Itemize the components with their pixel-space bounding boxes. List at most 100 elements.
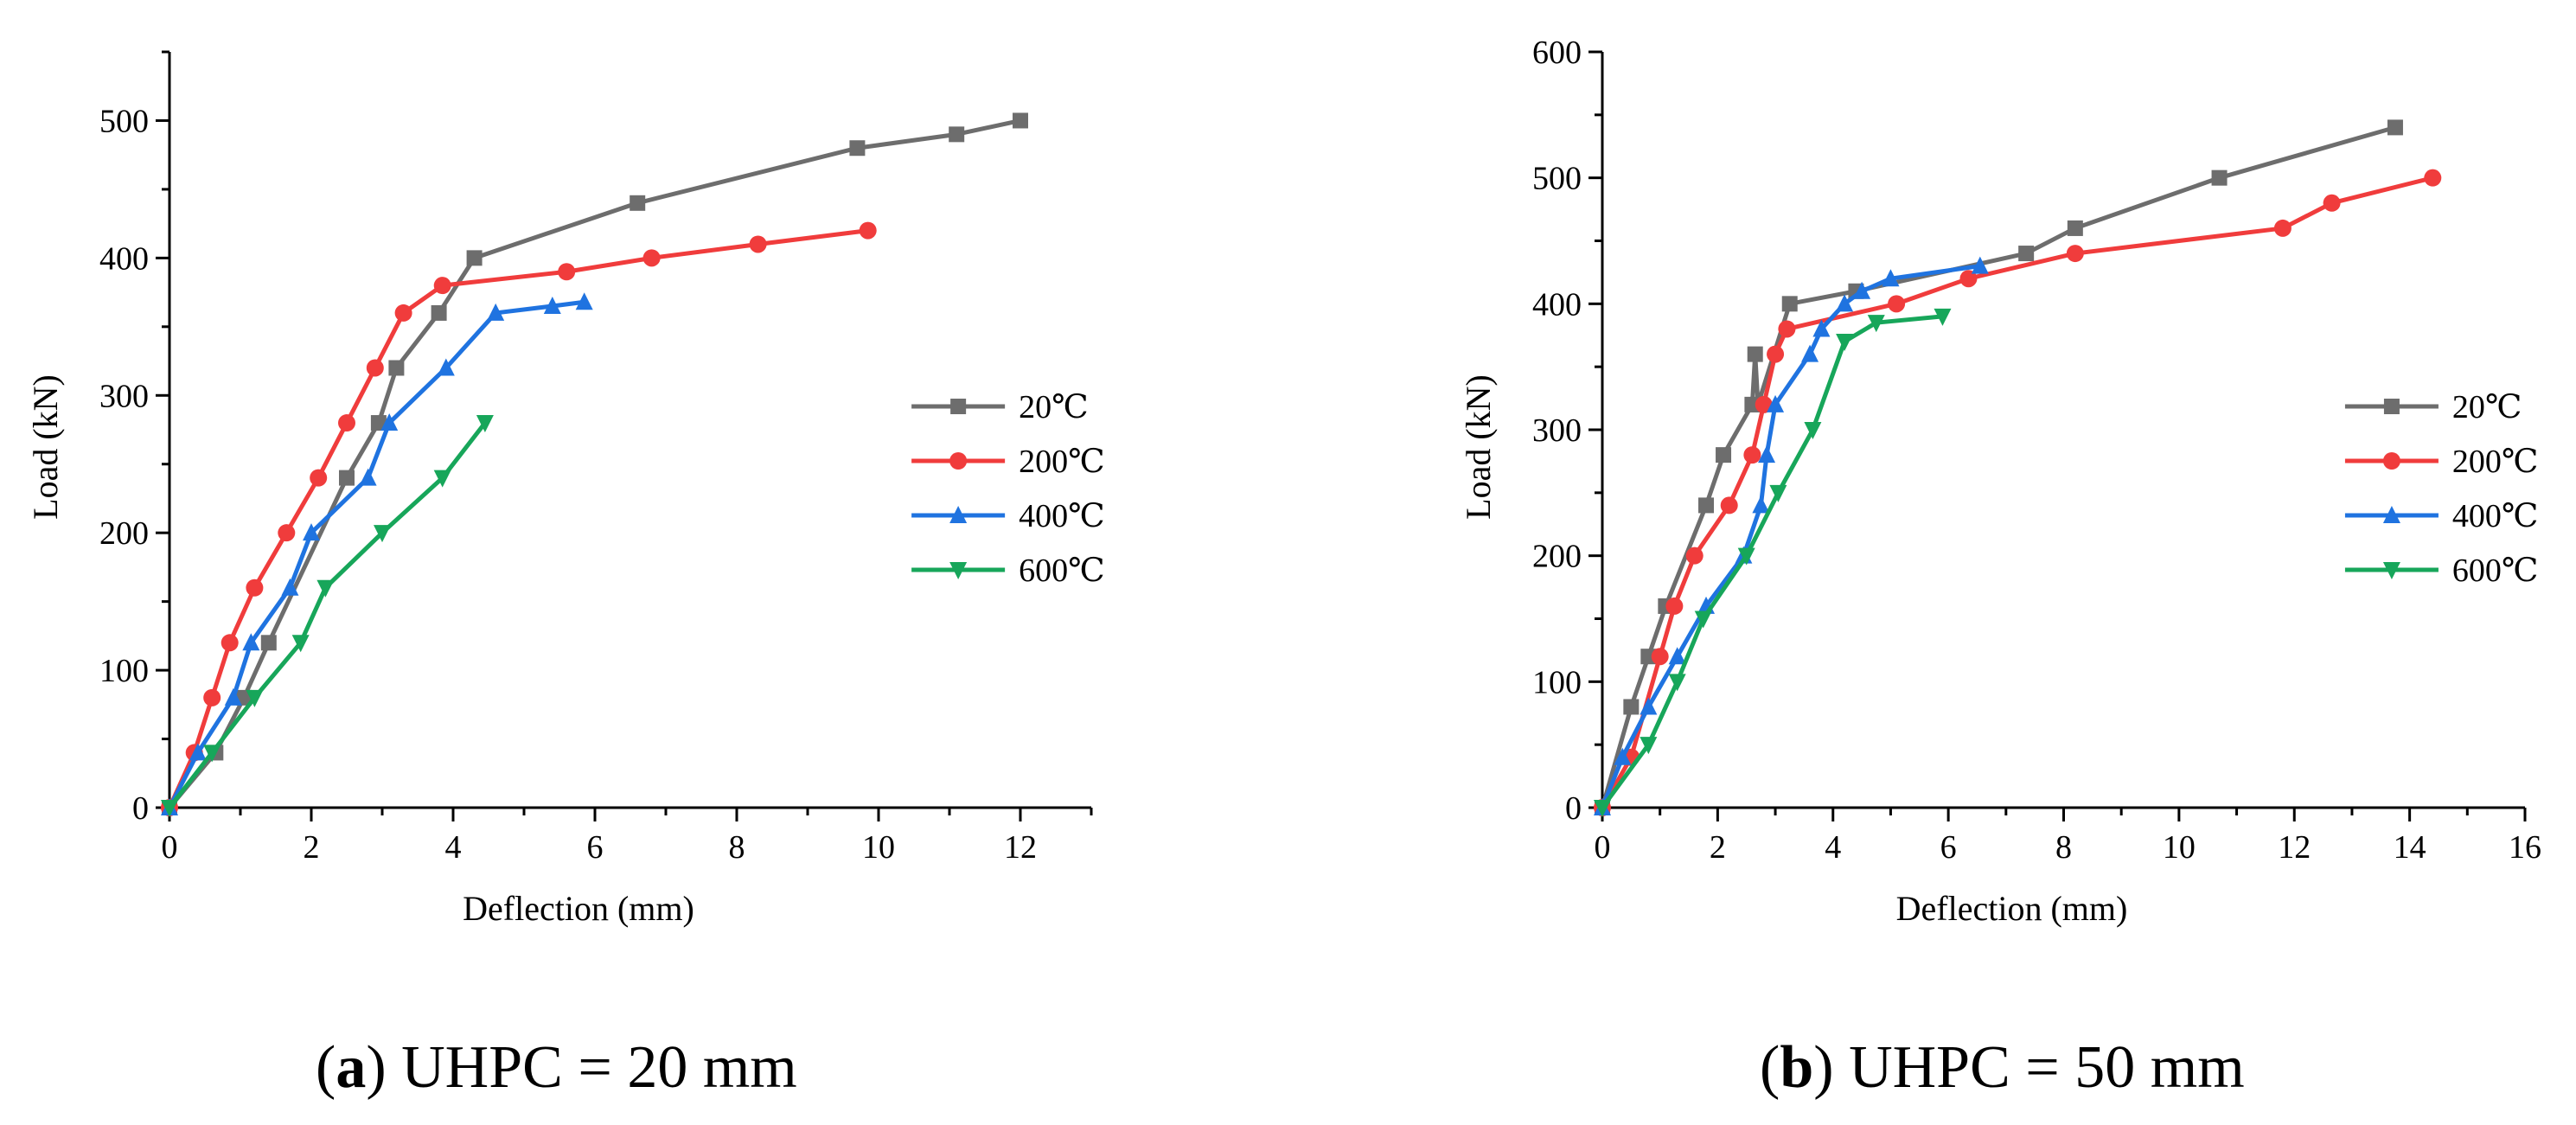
chart-1-data-point-200 [1651, 648, 1669, 666]
chart-1-data-point-200 [1743, 446, 1761, 464]
chart-0-legend: 20℃ 200℃ 400℃ 600℃ [911, 389, 1105, 589]
chart-0-data-point-20 [849, 140, 866, 157]
chart-1-data-point-20 [1747, 346, 1763, 362]
caption-a: (a) UHPC = 20 mm [316, 1034, 797, 1101]
caption-b-label: b [1780, 1034, 1814, 1101]
chart-0-series-400 [161, 292, 593, 815]
chart-1-data-point-20 [1623, 699, 1640, 715]
chart-0-y-tick-label: 500 [99, 103, 149, 139]
chart-0-x-tick-label: 12 [1004, 829, 1037, 866]
chart-0-legend-label-600: 600℃ [1019, 553, 1105, 589]
chart-0-data-point-400 [281, 578, 299, 596]
chart-1-legend-label-200: 200℃ [2452, 444, 2539, 480]
chart-0-data-point-20 [431, 304, 447, 321]
chart-1-data-point-400 [1801, 344, 1819, 362]
chart-0-x-axis-title: Deflection (mm) [463, 889, 694, 928]
chart-1-series-20 [1595, 119, 2403, 815]
chart-0-data-point-600 [476, 415, 494, 433]
chart-0-data-point-400 [543, 296, 561, 314]
chart-1-y-tick-label: 400 [1532, 286, 1582, 323]
chart-1-data-point-20 [2387, 119, 2403, 136]
chart-0-data-point-400 [242, 633, 260, 651]
chart-1-data-point-200 [2323, 194, 2341, 212]
chart-1-series-400 [1594, 256, 1989, 815]
chart-1-data-point-200 [2273, 219, 2292, 237]
chart-0-legend-label-200: 200℃ [1019, 444, 1105, 480]
chart-0-series-line-600 [168, 421, 487, 809]
chart-0-data-point-20 [466, 250, 483, 266]
chart-1-data-point-600 [1934, 308, 1952, 326]
chart-1-legend: 20℃ 200℃ 400℃ 600℃ [2344, 389, 2539, 589]
chart-0-y-tick-label: 100 [99, 653, 149, 689]
chart-0-series-line-400 [167, 299, 585, 809]
chart-0-data-point-600 [203, 745, 221, 763]
chart-1-legend-label-20: 20℃ [2452, 389, 2522, 425]
chart-0-data-point-200 [558, 263, 576, 281]
chart-1-y-tick-label: 0 [1565, 790, 1582, 827]
chart-1-data-point-200 [1665, 597, 1684, 615]
chart-1-y-axis-title: Load (kN) [1459, 374, 1498, 520]
chart-1-x-tick-label: 16 [2509, 829, 2541, 866]
chart-0-x-tick-label: 10 [862, 829, 895, 866]
chart-0-data-point-400 [303, 523, 320, 541]
chart-0-series-line-200 [167, 228, 869, 809]
chart-1-data-point-600 [1668, 674, 1686, 692]
chart-0-legend-label-20: 20℃ [1019, 389, 1089, 425]
chart-0-data-point-20 [260, 635, 277, 651]
chart-0-data-point-200 [338, 414, 355, 432]
caption-a-label: a [336, 1034, 367, 1101]
chart-1-legend-marker-600 [2382, 562, 2400, 579]
chart-0-legend-marker-400 [949, 506, 968, 523]
chart-1-legend-label-400: 400℃ [2452, 498, 2539, 534]
chart-1-y-tick-label: 300 [1532, 412, 1582, 449]
chart-0-data-point-400 [437, 358, 455, 376]
chart-0-data-point-200 [394, 304, 412, 322]
chart-1-data-point-400 [1836, 294, 1854, 312]
chart-1-data-point-400 [1812, 319, 1831, 337]
chart-1-data-point-400 [1971, 256, 1989, 274]
chart-1-data-point-600 [1836, 334, 1854, 352]
chart-1-x-tick-label: 0 [1595, 829, 1611, 866]
chart-0-data-point-600 [161, 800, 178, 817]
chart-1-data-point-20 [1781, 296, 1798, 312]
chart-1-legend-marker-200 [2382, 452, 2400, 470]
chart-0-data-point-600 [291, 635, 310, 653]
chart-1-data-point-20 [2211, 169, 2228, 186]
caption-b-text: UHPC = 50 mm [1833, 1034, 2245, 1101]
chart-1-data-point-400 [1668, 647, 1686, 665]
chart-1-data-point-600 [1804, 422, 1822, 439]
chart-1-data-point-200 [1685, 547, 1703, 565]
chart-0-x-tick-label: 6 [587, 829, 604, 866]
chart-0-series-line-20 [168, 118, 1021, 809]
chart-1-data-point-400 [1640, 697, 1658, 715]
chart-0-data-point-20 [388, 360, 405, 376]
chart-0-data-point-200 [433, 277, 451, 295]
chart-1-data-point-400 [1882, 269, 1900, 287]
chart-0-data-point-600 [246, 689, 264, 707]
chart-0-series-600 [161, 415, 494, 817]
chart-0-x-tick-label: 4 [445, 829, 462, 866]
chart-0-y-tick-label: 0 [132, 790, 149, 827]
chart-0-data-point-20 [630, 195, 646, 211]
caption-b: (b) UHPC = 50 mm [1760, 1034, 2245, 1101]
chart-1-data-point-200 [1778, 320, 1796, 338]
chart-0-data-point-200 [221, 634, 239, 652]
chart-0-data-point-200 [203, 688, 221, 706]
chart-0-data-point-200 [642, 249, 661, 267]
chart-0-y-axis-title: Load (kN) [26, 374, 65, 520]
chart-0-data-point-200 [366, 359, 384, 377]
chart-0-y-tick-label: 400 [99, 240, 149, 277]
chart-1-data-point-400 [1758, 445, 1776, 463]
chart-1-data-point-20 [1716, 447, 1732, 463]
chart-1-legend-marker-400 [2382, 506, 2400, 523]
chart-1-y-tick-label: 100 [1532, 664, 1582, 700]
chart-0-legend-marker-20 [950, 399, 967, 414]
chart-1-data-point-200 [1720, 496, 1738, 515]
chart-0-data-point-200 [859, 221, 877, 240]
chart-1-data-point-600 [1640, 737, 1658, 755]
chart-0-x-tick-label: 8 [729, 829, 745, 866]
chart-0-y-tick-label: 300 [99, 378, 149, 414]
chart-0-data-point-400 [224, 687, 242, 706]
chart-1-x-tick-label: 14 [2394, 829, 2426, 866]
chart-1-x-tick-label: 4 [1825, 829, 1841, 866]
